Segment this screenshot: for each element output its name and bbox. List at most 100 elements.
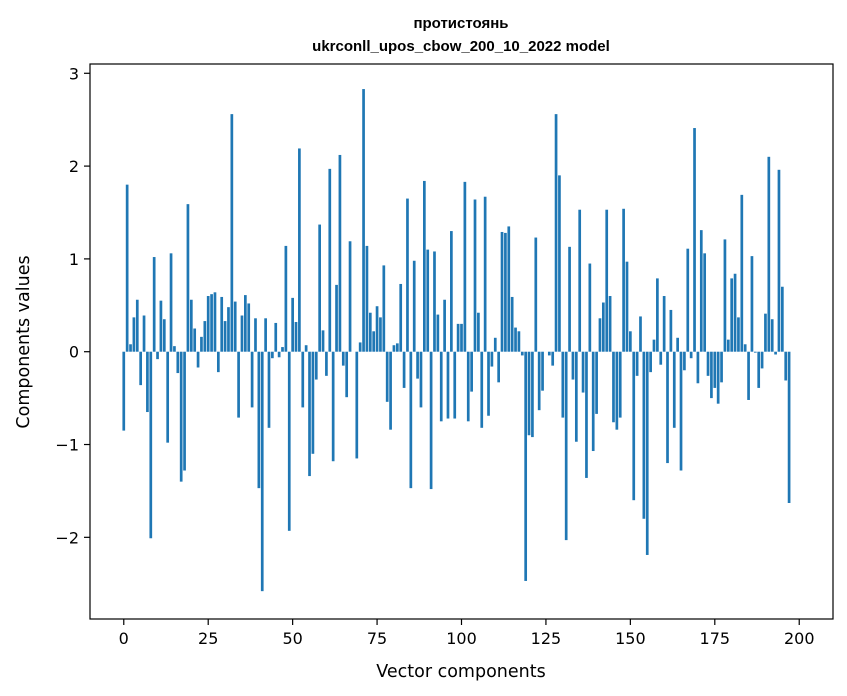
bar-67 bbox=[348, 241, 352, 352]
bar-123 bbox=[537, 351, 541, 411]
bar-0 bbox=[122, 351, 126, 431]
bar-23 bbox=[200, 336, 203, 352]
bar-141 bbox=[598, 318, 602, 352]
bar-164 bbox=[676, 337, 679, 352]
bar-30 bbox=[223, 321, 227, 352]
bar-117 bbox=[517, 331, 521, 352]
bar-27 bbox=[213, 292, 217, 352]
bar-52 bbox=[298, 148, 301, 352]
bar-28 bbox=[216, 351, 220, 373]
bar-183 bbox=[740, 194, 744, 352]
bar-1 bbox=[125, 184, 129, 352]
bar-110 bbox=[493, 337, 497, 352]
y-tick-label: 2 bbox=[69, 157, 79, 176]
bar-78 bbox=[385, 351, 389, 402]
bar-61 bbox=[328, 168, 332, 352]
bar-124 bbox=[541, 351, 544, 391]
bar-12 bbox=[162, 319, 166, 352]
bar-85 bbox=[409, 351, 413, 489]
bar-148 bbox=[622, 208, 625, 352]
bar-173 bbox=[706, 351, 710, 376]
bar-116 bbox=[514, 327, 517, 352]
bar-188 bbox=[757, 351, 761, 388]
bar-86 bbox=[412, 260, 416, 352]
bar-193 bbox=[774, 351, 777, 355]
bar-168 bbox=[689, 351, 693, 359]
bar-169 bbox=[693, 128, 696, 352]
bar-145 bbox=[612, 351, 615, 423]
bar-100 bbox=[460, 323, 463, 352]
bar-4 bbox=[135, 299, 139, 352]
bar-108 bbox=[487, 351, 490, 416]
bar-109 bbox=[490, 351, 494, 367]
y-tick-label: 1 bbox=[69, 250, 79, 269]
y-axis-ticks: −2 −1 0 1 2 3 bbox=[55, 64, 90, 547]
bar-90 bbox=[426, 249, 430, 352]
bar-62 bbox=[331, 351, 335, 462]
bar-186 bbox=[750, 256, 754, 352]
bar-71 bbox=[362, 89, 365, 352]
bar-174 bbox=[710, 351, 713, 399]
bar-162 bbox=[669, 309, 673, 352]
bar-105 bbox=[477, 312, 480, 352]
bar-16 bbox=[176, 351, 180, 374]
bar-72 bbox=[365, 245, 369, 352]
bar-20 bbox=[189, 299, 193, 352]
bar-48 bbox=[284, 245, 288, 352]
bar-25 bbox=[206, 296, 210, 352]
bar-126 bbox=[547, 351, 551, 356]
bar-45 bbox=[274, 322, 278, 352]
bar-33 bbox=[233, 301, 237, 352]
bar-137 bbox=[585, 351, 588, 478]
bar-178 bbox=[723, 239, 727, 352]
bar-41 bbox=[260, 351, 264, 592]
y-axis-label: Components values bbox=[14, 255, 34, 428]
bar-191 bbox=[767, 156, 771, 352]
bar-57 bbox=[314, 351, 318, 380]
bar-134 bbox=[574, 351, 578, 442]
bar-36 bbox=[244, 295, 247, 352]
bar-107 bbox=[483, 196, 487, 352]
bar-160 bbox=[662, 296, 666, 352]
bar-80 bbox=[392, 345, 396, 352]
bar-87 bbox=[416, 351, 419, 379]
bar-187 bbox=[753, 351, 757, 353]
bar-19 bbox=[186, 204, 190, 352]
bar-53 bbox=[301, 351, 305, 408]
bar-11 bbox=[159, 300, 163, 352]
x-tick-label: 0 bbox=[119, 629, 129, 648]
bar-152 bbox=[635, 351, 639, 376]
bar-122 bbox=[534, 237, 538, 352]
bar-26 bbox=[210, 294, 213, 352]
bar-88 bbox=[419, 351, 423, 408]
x-axis-label: Vector components bbox=[376, 662, 545, 682]
bar-143 bbox=[605, 209, 609, 352]
bar-161 bbox=[666, 351, 669, 464]
bar-163 bbox=[672, 351, 676, 428]
bar-96 bbox=[446, 351, 450, 419]
bar-9 bbox=[152, 257, 156, 352]
x-axis-ticks: 0 25 50 75 100 125 150 175 200 bbox=[119, 619, 815, 648]
bar-139 bbox=[591, 351, 595, 452]
bar-35 bbox=[240, 315, 244, 352]
bar-5 bbox=[139, 351, 143, 386]
bar-24 bbox=[203, 321, 207, 352]
bar-118 bbox=[520, 351, 524, 356]
bar-15 bbox=[173, 346, 176, 352]
bar-189 bbox=[760, 351, 764, 369]
bar-77 bbox=[382, 265, 386, 352]
bar-149 bbox=[625, 261, 629, 352]
bar-101 bbox=[463, 181, 467, 352]
bar-142 bbox=[601, 302, 605, 352]
bar-131 bbox=[564, 351, 568, 541]
y-tick-label: 3 bbox=[69, 64, 79, 83]
x-tick-label: 150 bbox=[615, 629, 646, 648]
bar-167 bbox=[686, 248, 690, 352]
bar-140 bbox=[595, 351, 598, 414]
bar-2 bbox=[129, 344, 132, 352]
chart-title-line1: протистоянь bbox=[413, 15, 508, 32]
bar-44 bbox=[271, 351, 274, 359]
bar-136 bbox=[581, 351, 585, 393]
bar-155 bbox=[645, 351, 649, 555]
bar-159 bbox=[659, 351, 663, 365]
